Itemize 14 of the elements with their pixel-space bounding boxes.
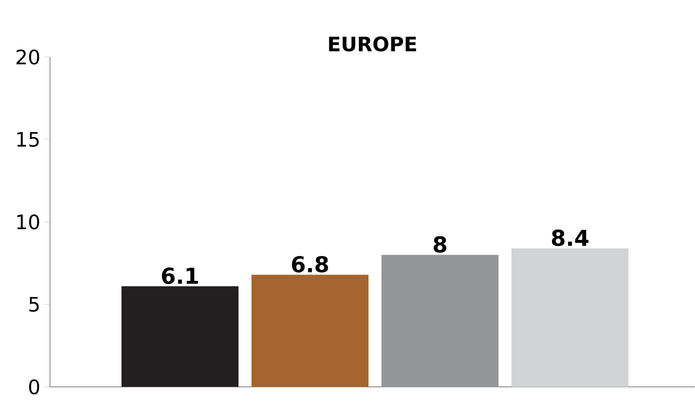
bar — [382, 254, 498, 387]
y-tick-label: 10 — [17, 214, 40, 230]
y-tick-label: 20 — [16, 50, 40, 65]
data-label: 6.1 — [162, 268, 198, 284]
data-label: 6.8 — [292, 256, 328, 273]
y-tick-label: 15 — [17, 132, 39, 147]
data-label: 8 — [434, 236, 446, 253]
bar — [121, 286, 238, 387]
y-tick-label: 0 — [29, 379, 40, 394]
y-tick-label: 5 — [29, 297, 39, 312]
bar — [251, 274, 368, 387]
chart-title: EUROPE — [329, 36, 416, 52]
bar — [511, 248, 628, 387]
data-label: 8.4 — [552, 230, 588, 246]
